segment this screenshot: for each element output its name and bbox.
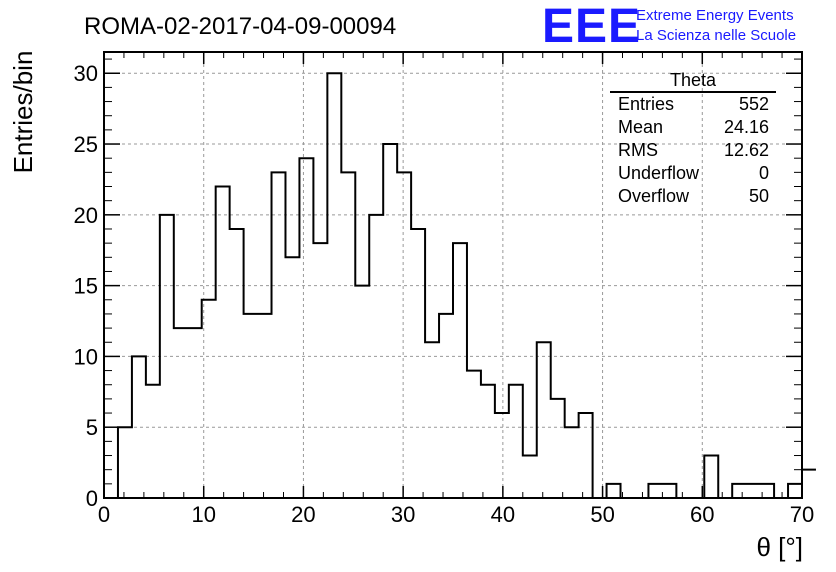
stats-row-value: 12.62 [724,140,769,160]
histogram-bin [607,484,621,498]
histogram-bin [648,484,662,498]
stats-row-label: RMS [618,140,658,160]
x-tick-label: 20 [291,502,315,527]
eee-logo: EEE [542,0,641,53]
histogram-bin [523,456,537,498]
histogram-bin [160,215,174,498]
x-tick-label: 40 [491,502,515,527]
histogram-bin [132,356,146,498]
histogram-bin [258,314,272,498]
y-tick-label: 20 [74,203,98,228]
x-tick-label: 60 [690,502,714,527]
y-tick-label: 25 [74,132,98,157]
histogram-bin [327,73,341,498]
histogram-bin [299,158,313,498]
stats-row-value: 50 [749,186,769,206]
histogram-bin [313,243,327,498]
stats-box-title: Theta [670,70,717,90]
chart-title: ROMA-02-2017-04-09-00094 [84,13,396,40]
histogram-bin [732,484,746,498]
histogram-bin [495,413,509,498]
x-tick-label: 70 [790,502,814,527]
histogram-bin [216,187,230,498]
y-axis-label: Entries/bin [8,51,38,174]
histogram-bin [509,385,523,498]
histogram-bin [537,342,551,498]
histogram-bin [355,286,369,498]
stats-row-value: 552 [739,94,769,114]
logo-line-1: Extreme Energy Events [636,7,794,24]
histogram-bin [467,371,481,498]
histogram-bin [272,172,286,498]
stats-row-value: 24.16 [724,117,769,137]
histogram-bin [565,427,579,498]
histogram-bin [788,484,802,498]
histogram-bin [244,314,258,498]
histogram-bin [802,470,816,498]
stats-row-label: Entries [618,94,674,114]
histogram-bin [704,456,718,498]
histogram-bin [383,144,397,498]
y-tick-label: 10 [74,344,98,369]
histogram-bin [397,172,411,498]
histogram-bin [551,399,565,498]
y-ticks: 0 5 10 15 20 25 30 [74,58,802,511]
histogram-bin [425,342,439,498]
histogram-bin [481,385,495,498]
y-tick-label: 5 [86,415,98,440]
x-tick-label: 50 [590,502,614,527]
x-tick-label: 30 [391,502,415,527]
x-tick-label: 10 [191,502,215,527]
stats-row-label: Underflow [618,163,700,183]
histogram-bin [439,314,453,498]
histogram-bin [285,257,299,498]
histogram-bin [411,229,425,498]
histogram-bin [188,328,202,498]
histogram-bin [760,484,774,498]
y-tick-label: 30 [74,61,98,86]
stats-row-value: 0 [759,163,769,183]
stats-box: Theta Entries 552 Mean 24.16 RMS 12.62 Underfl… [610,70,776,206]
histogram-bin [662,484,676,498]
stats-row-label: Overflow [618,186,690,206]
histogram-bin [230,229,244,498]
stats-row-label: Mean [618,117,663,137]
plot-frame [103,51,803,499]
histogram-bin [118,427,132,498]
histogram-bin [146,385,160,498]
grid [104,52,802,498]
y-tick-label: 0 [86,486,98,511]
histogram-bin [341,172,355,498]
histogram-bin [453,243,467,498]
histogram-bin [579,413,593,498]
logo-line-2: La Scienza nelle Scuole [636,27,796,44]
y-tick-label: 15 [74,274,98,299]
x-axis-label: θ [°] [756,532,803,562]
x-tick-label: 0 [98,502,110,527]
histogram-bin [174,328,188,498]
histogram-bin [202,300,216,498]
stats-rows: Entries 552 Mean 24.16 RMS 12.62 Underflow 0 Ove… [618,94,769,206]
x-ticks: 0 10 20 30 40 50 60 70 [98,52,814,527]
histogram-bin [746,484,760,498]
histogram-bin [369,215,383,498]
